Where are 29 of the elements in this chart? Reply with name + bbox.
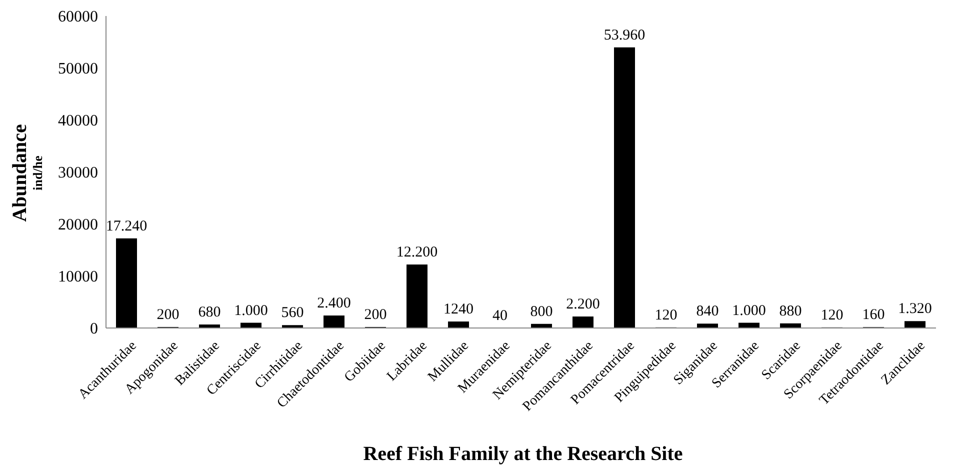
y-tick-label: 60000 [58, 8, 98, 26]
data-label: 1.000 [234, 302, 268, 319]
y-tick-label: 40000 [58, 112, 98, 130]
data-label: 12.200 [396, 244, 438, 261]
y-tick-label: 0 [90, 320, 98, 338]
y-tick-label: 50000 [58, 60, 98, 78]
data-label: 1240 [444, 302, 474, 318]
data-label: 120 [820, 307, 844, 324]
data-label: 680 [198, 304, 221, 320]
data-label: 40 [492, 308, 508, 324]
data-label: 800 [530, 304, 553, 320]
data-label: 200 [364, 306, 387, 323]
data-label: 2.200 [566, 296, 600, 313]
data-label: 53.960 [604, 27, 646, 44]
data-label: 2.400 [317, 296, 351, 312]
data-label: 880 [779, 303, 802, 320]
data-label: 160 [862, 307, 885, 324]
data-label: 120 [654, 307, 678, 324]
y-tick-label: 20000 [58, 216, 98, 234]
data-label: 560 [281, 305, 304, 322]
data-label: 200 [156, 306, 180, 323]
data-label: 1.320 [898, 301, 932, 318]
y-tick-label: 10000 [58, 268, 98, 286]
x-axis-title: Reef Fish Family at the Research Site [362, 443, 684, 466]
y-tick-label: 30000 [58, 164, 98, 182]
y-axis-title: Abundance ind/he [9, 124, 45, 222]
data-label: 17.240 [106, 218, 148, 234]
data-label: 840 [696, 304, 719, 320]
data-label: 1.000 [732, 302, 766, 319]
